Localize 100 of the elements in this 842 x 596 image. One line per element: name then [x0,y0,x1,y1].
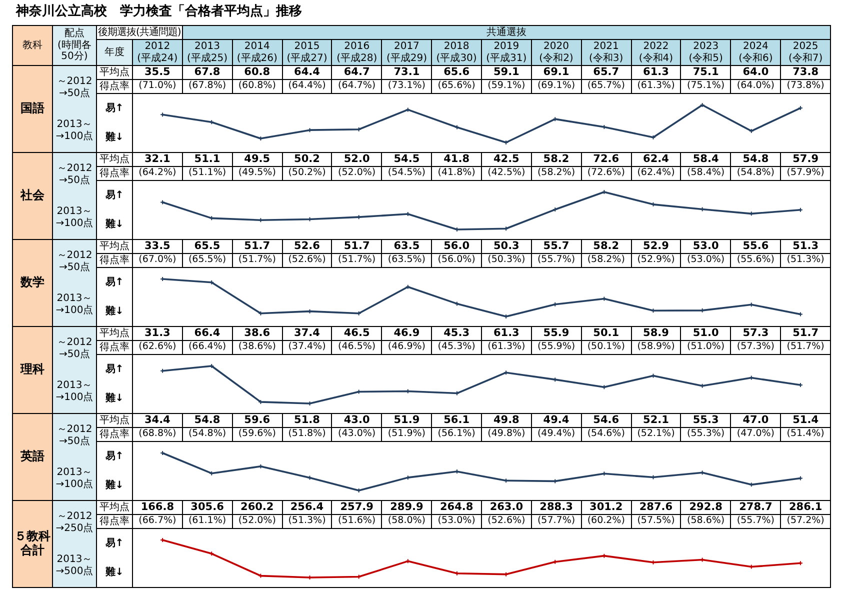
data-label: (73.8%) [786,80,824,92]
data-label: (75.1%) [687,80,725,92]
data-label: 69.1 [543,66,570,79]
data-label: 50.3 [493,240,520,253]
y-tick-label: 平均点 [100,240,130,252]
data-label: 65.7 [593,66,620,79]
y-axis-title: ５教科合計 [14,529,52,558]
data-label: (66.7%) [138,515,176,527]
data-label: (56.1%) [438,428,476,440]
data-label: (65.7%) [587,80,625,92]
text: 得点率 [100,168,130,180]
y-tick-label: 平均点 [100,66,130,78]
data-label: (38.6%) [238,341,276,353]
text: 難↓ [105,392,124,404]
data-label: (71.0%) [138,80,176,92]
data-label: 59.1 [493,66,520,79]
data-label: 292.8 [689,501,722,514]
data-label: (58.0%) [388,515,426,527]
text: 2013～ →100点 [56,467,94,490]
data-label: 287.6 [639,501,673,514]
text: ～2012 →50点 [56,337,92,360]
data-label: (56.0%) [438,254,476,266]
data-label: (57.2%) [786,515,824,527]
data-label: 31.3 [144,327,170,340]
data-label: 64.0 [742,66,769,79]
data-label: 46.5 [344,327,370,340]
data-label: (55.7%) [537,254,576,266]
data-label: 57.9 [792,153,819,166]
data-label: 61.3 [643,66,669,79]
x-tick-label: 2021 (令和3) [589,41,624,64]
text: 難↓ [105,218,124,230]
text: 得点率 [100,516,130,528]
data-label: 286.1 [788,501,822,514]
data-label: (49.5%) [238,167,276,179]
data-label: 49.4 [543,414,570,427]
data-label: (58.9%) [637,341,675,353]
data-label: 47.0 [742,414,769,427]
data-label: (58.6%) [687,515,725,527]
data-label: 34.4 [144,414,170,427]
data-label: 33.5 [144,240,170,253]
data-label: (64.0%) [736,80,774,92]
data-label: 49.5 [244,153,270,166]
chart-title: 神奈川公立高校 学力検査「合格者平均点」推移 [16,4,302,20]
data-label: 54.8 [194,414,220,427]
data-label: (62.6%) [138,341,176,353]
data-label: (73.1%) [388,80,426,92]
x-tick-label: 2018 (平成30) [436,41,477,64]
data-label: (54.8%) [736,167,774,179]
data-label: 46.9 [394,327,420,340]
data-label: 37.4 [294,327,320,340]
text: ～2012 →50点 [56,424,92,447]
data-label: (53.0%) [438,515,476,527]
x-tick-label: 2025 (令和7) [788,41,823,64]
data-label: (37.4%) [288,341,326,353]
y-tick-label: 平均点 [100,328,130,340]
data-label: 64.7 [344,66,370,79]
data-label: 38.6 [244,327,270,340]
data-label: (60.8%) [238,80,276,92]
data-label: (64.4%) [288,80,326,92]
data-label: 51.7 [344,240,370,253]
data-label: 72.6 [593,153,620,166]
data-label: (68.8%) [138,428,176,440]
data-label: 75.1 [692,66,719,79]
data-label: (55.3%) [687,428,725,440]
data-label: 301.2 [590,501,623,514]
data-label: 52.6 [294,240,320,253]
data-label: 166.8 [140,501,174,514]
data-label: (46.9%) [388,341,426,353]
data-label: 43.0 [344,414,370,427]
data-label: (62.4%) [637,167,675,179]
text: 配点 [64,28,84,40]
text: 得点率 [100,80,130,92]
y-axis-title: 国語 [20,101,44,116]
data-label: 64.4 [294,66,320,79]
data-label: 256.4 [290,501,324,514]
data-label: 52.9 [643,240,669,253]
data-label: (61.3%) [488,341,526,353]
data-label: (64.2%) [138,167,176,179]
text: 難↓ [105,566,124,578]
data-label: (51.7%) [238,254,276,266]
data-label: (50.2%) [288,167,326,179]
text: 易↑ [105,190,124,202]
x-tick-label: 2020 (令和2) [539,41,574,64]
data-label: (51.0%) [687,341,725,353]
text: ～2012 →50点 [56,163,92,186]
data-label: 73.8 [792,66,819,79]
text: 易↑ [105,450,124,462]
data-label: 54.8 [742,153,769,166]
data-label: 263.0 [490,501,524,514]
text: 易↑ [105,364,124,376]
data-label: (52.6%) [288,254,326,266]
data-label: (52.1%) [637,428,675,440]
data-label: (51.1%) [188,167,226,179]
data-label: 58.2 [593,240,620,253]
data-label: (50.1%) [587,341,625,353]
text: 2013～ →100点 [56,380,94,403]
text: 難↓ [105,306,124,318]
data-label: (41.8%) [438,167,476,179]
data-label: 278.7 [739,501,772,514]
data-label: (51.3%) [786,254,824,266]
